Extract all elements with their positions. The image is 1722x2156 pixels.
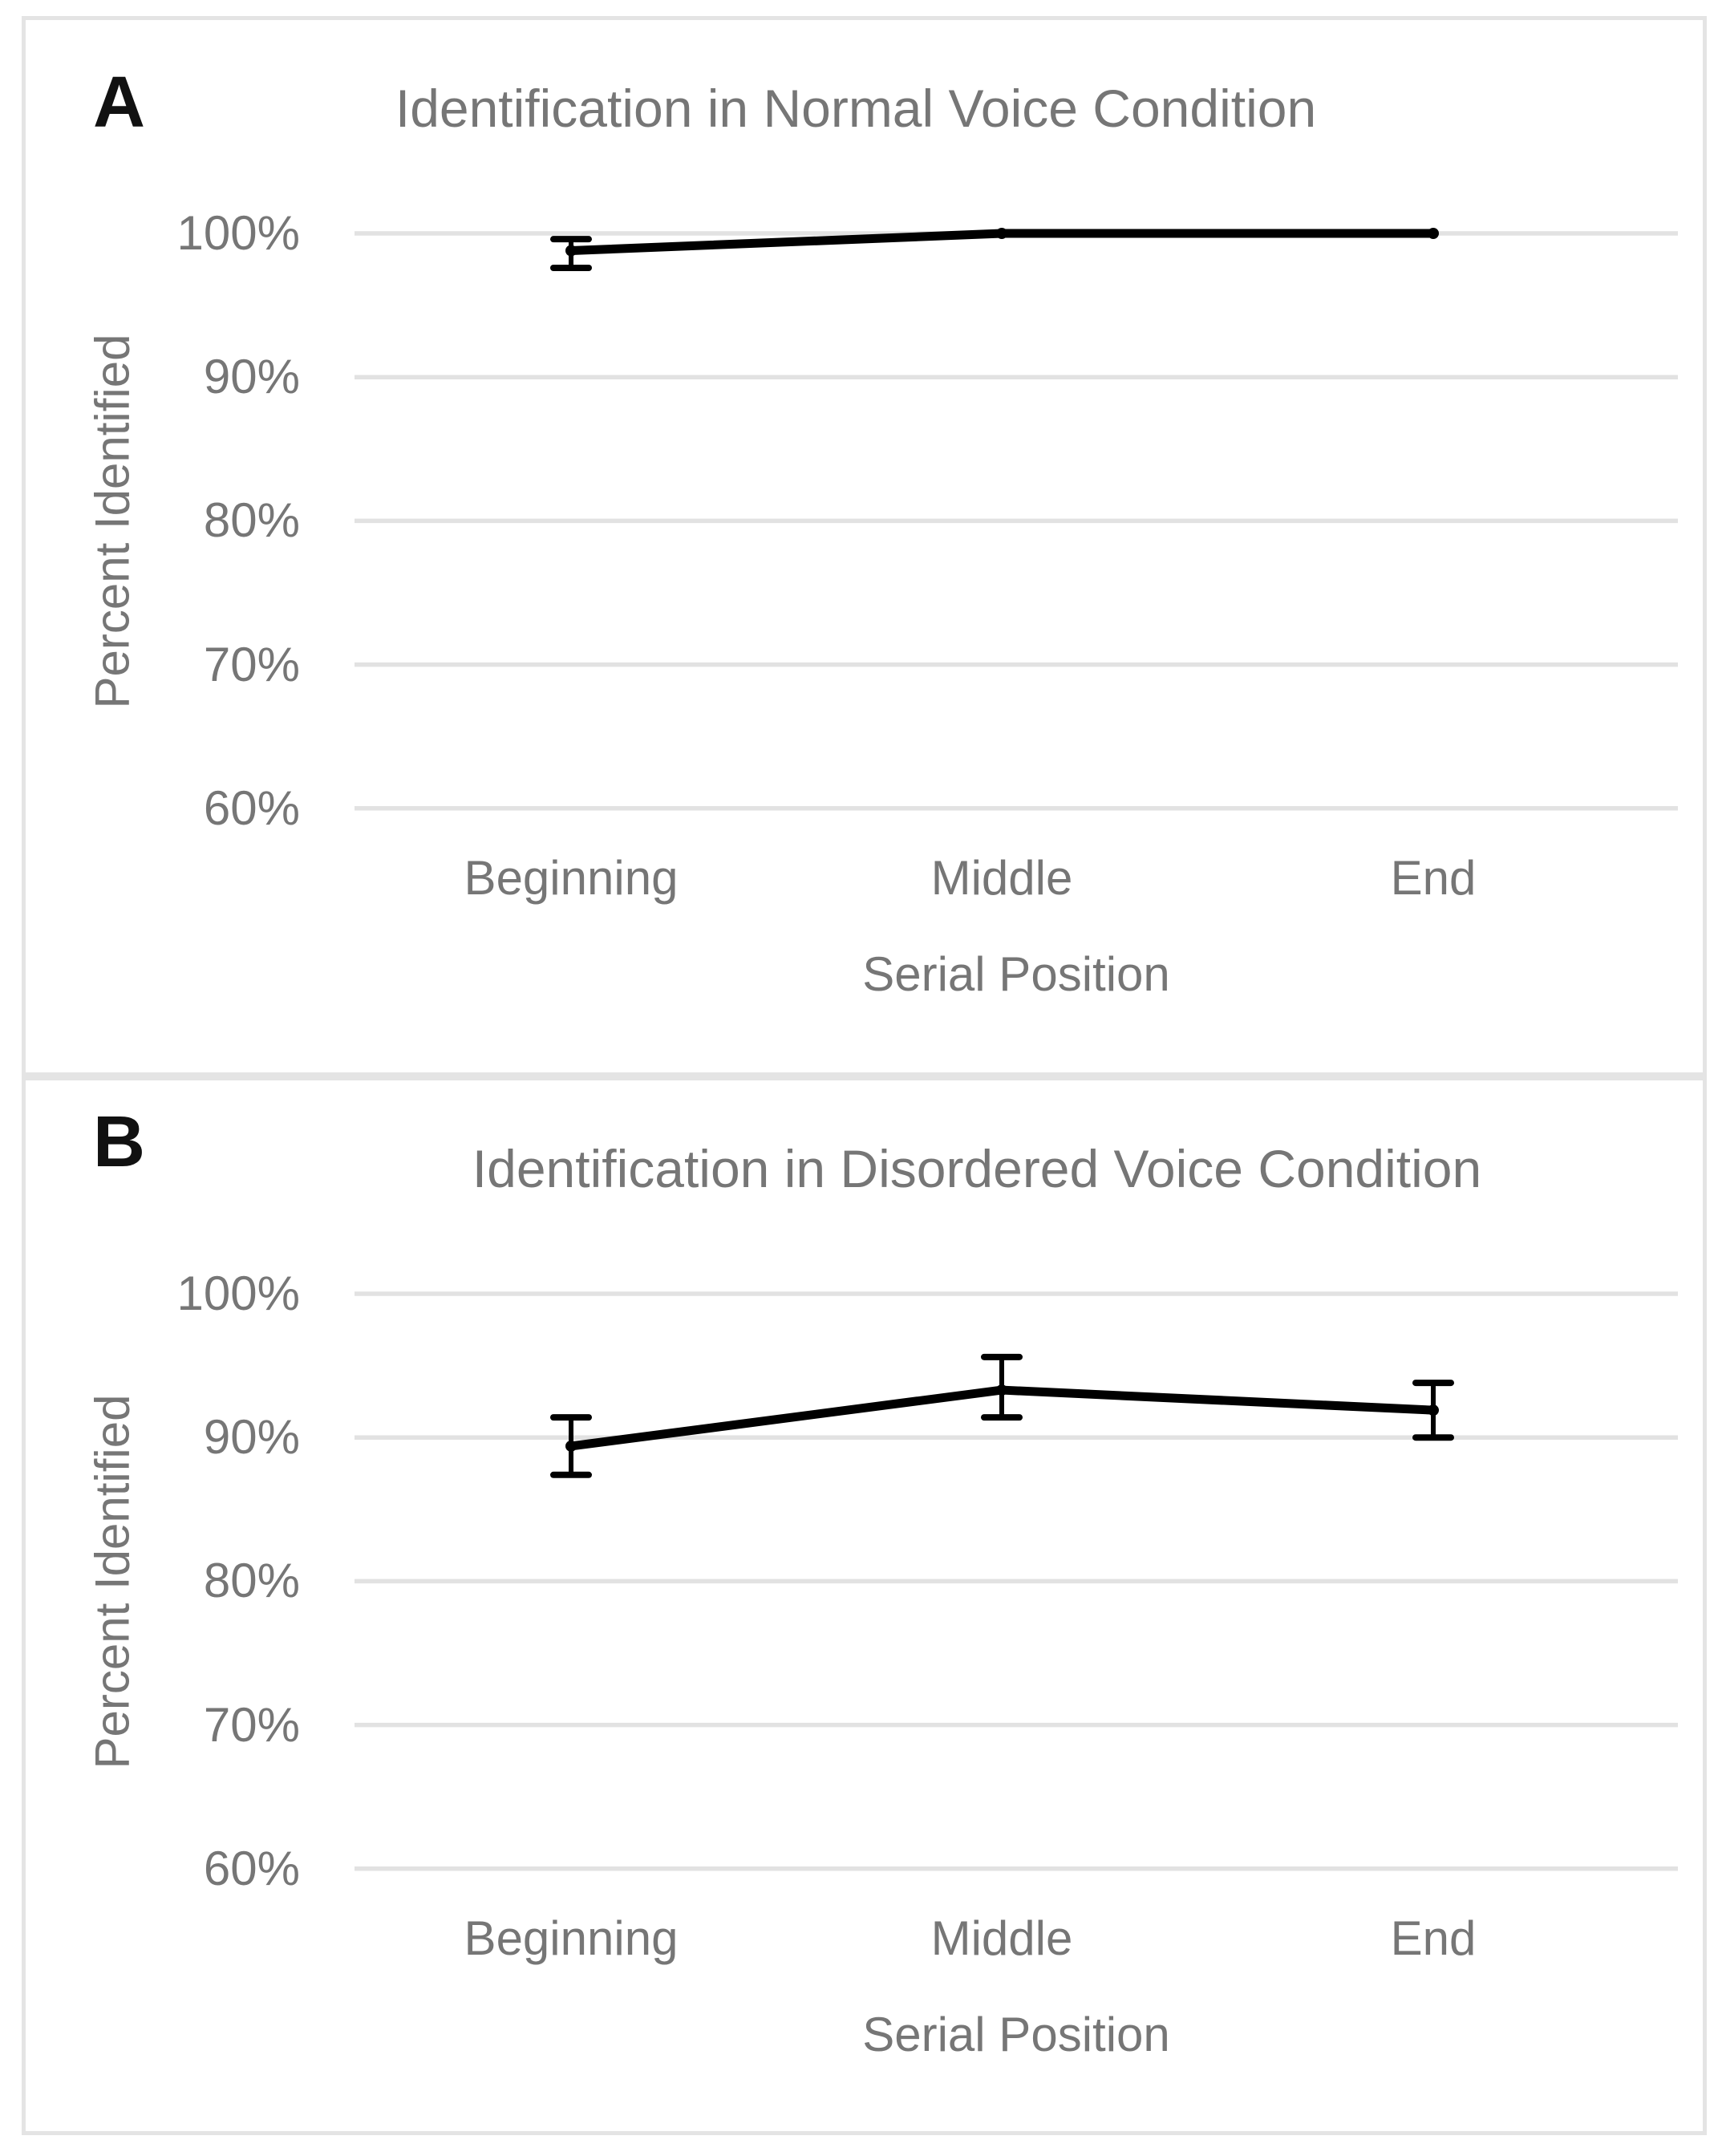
y-tick-label: 100% <box>176 1266 300 1320</box>
y-tick-label: 60% <box>203 1842 300 1895</box>
x-axis-title: Serial Position <box>862 2008 1170 2061</box>
x-tick-label: Beginning <box>464 1911 679 1965</box>
data-point-marker <box>565 245 577 257</box>
plot-area <box>355 1291 1678 1871</box>
y-tick-label: 90% <box>203 1410 300 1464</box>
x-tick-label: Beginning <box>464 851 679 905</box>
x-tick-label: End <box>1390 1911 1477 1965</box>
x-axis-title: Serial Position <box>862 947 1170 1001</box>
x-tick-label: End <box>1390 851 1477 905</box>
chart-title-a: Identification in Normal Voice Condition <box>395 79 1317 138</box>
data-point-marker <box>996 228 1007 239</box>
chart-title-b: Identification in Disordered Voice Condi… <box>472 1139 1482 1198</box>
data-point-marker <box>565 1440 577 1452</box>
data-point-marker <box>996 1384 1007 1396</box>
data-point-marker <box>1428 228 1439 239</box>
panel-letter-b: B <box>93 1102 145 1182</box>
data-point-marker <box>1428 1404 1439 1416</box>
panel-b: B Identification in Disordered Voice Con… <box>22 1076 1707 2135</box>
panel-a: A Identification in Normal Voice Conditi… <box>22 16 1707 1076</box>
x-tick-label: Middle <box>930 1911 1073 1965</box>
y-tick-label: 100% <box>176 206 300 260</box>
y-tick-label: 80% <box>203 1554 300 1607</box>
y-tick-label: 70% <box>203 1698 300 1752</box>
plot-area <box>355 228 1678 811</box>
y-tick-label: 80% <box>203 493 300 547</box>
y-tick-label: 70% <box>203 638 300 691</box>
x-tick-label: Middle <box>930 851 1073 905</box>
panel-letter-a: A <box>93 63 145 143</box>
y-tick-label: 90% <box>203 350 300 403</box>
y-tick-label: 60% <box>203 781 300 835</box>
